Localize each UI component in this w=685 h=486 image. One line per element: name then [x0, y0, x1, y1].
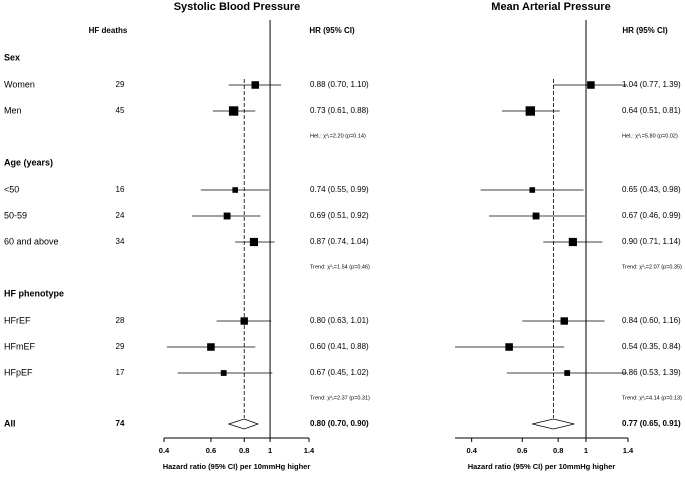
value-label: 0.69 (0.51, 0.92) — [310, 211, 369, 220]
deaths: 29 — [116, 80, 125, 89]
test-label: Het.: χ²₁=5.80 (p=0.02) — [622, 133, 678, 139]
test-label: Trend: χ²₁=2.37 (p=0.31) — [310, 395, 370, 401]
deaths: 16 — [116, 185, 125, 194]
value-label: 0.60 (0.41, 0.88) — [310, 342, 369, 351]
hr-marker — [529, 187, 536, 193]
hr-marker — [251, 81, 260, 89]
row-label: HFrEF — [4, 315, 31, 325]
value-label: 0.67 (0.45, 1.02) — [310, 368, 369, 377]
value-label: 0.80 (0.70, 0.90) — [310, 419, 369, 428]
ci-header: HR (95% CI) — [622, 26, 668, 35]
deaths: 24 — [116, 211, 125, 220]
hr-marker — [564, 370, 571, 376]
x-tick-label: 0.6 — [206, 446, 216, 455]
row-label: Women — [4, 79, 35, 89]
overall-diamond — [227, 418, 260, 430]
x-axis-label: Hazard ratio (95% CI) per 10mmHg higher — [163, 462, 311, 471]
hr-marker — [232, 187, 239, 193]
x-tick-label: 0.4 — [466, 446, 477, 455]
value-label: 0.77 (0.65, 0.91) — [622, 419, 681, 428]
test-label: Het.: χ²₁=2.20 (p=0.14) — [310, 133, 366, 139]
x-tick-label: 1.4 — [623, 446, 634, 455]
group-header: Age (years) — [4, 157, 53, 167]
value-label: 0.67 (0.46, 0.99) — [622, 211, 681, 220]
x-tick-label: 1 — [584, 446, 588, 455]
deaths: 74 — [116, 419, 125, 428]
value-label: 0.86 (0.53, 1.39) — [622, 368, 681, 377]
row-label: HFpEF — [4, 367, 33, 377]
deaths: 17 — [116, 368, 125, 377]
row-label: 50-59 — [4, 210, 27, 220]
row-label: <50 — [4, 184, 19, 194]
hr-marker — [587, 81, 595, 89]
test-label: Trend: χ²₁=1.54 (p=0.46) — [310, 264, 370, 270]
hr-marker — [532, 212, 540, 220]
deaths-header: HF deaths — [89, 26, 128, 35]
deaths: 45 — [116, 106, 125, 115]
deaths: 29 — [116, 342, 125, 351]
x-tick-label: 1.4 — [304, 446, 315, 455]
hr-marker — [240, 317, 248, 325]
value-label: 0.73 (0.61, 0.88) — [310, 106, 369, 115]
hr-marker — [505, 343, 513, 351]
row-label: 60 and above — [4, 236, 59, 246]
overall-diamond — [532, 418, 575, 430]
hr-marker — [560, 317, 568, 325]
group-header: Sex — [4, 52, 20, 62]
group-header: HF phenotype — [4, 288, 64, 298]
x-tick-label: 0.8 — [239, 446, 249, 455]
value-label: 0.88 (0.70, 1.10) — [310, 80, 369, 89]
value-label: 0.87 (0.74, 1.04) — [310, 237, 369, 246]
hr-marker — [568, 237, 577, 247]
ci-header: HR (95% CI) — [309, 26, 355, 35]
x-tick-label: 1 — [268, 446, 272, 455]
hr-marker — [220, 370, 227, 376]
x-tick-label: 0.4 — [159, 446, 170, 455]
value-label: 1.04 (0.77, 1.39) — [622, 80, 681, 89]
x-tick-label: 0.8 — [553, 446, 563, 455]
row-label: All — [4, 418, 16, 428]
panel-title: Systolic Blood Pressure — [174, 1, 301, 13]
panel-title: Mean Arterial Pressure — [491, 1, 610, 13]
value-label: 0.54 (0.35, 0.84) — [622, 342, 681, 351]
hr-marker — [249, 237, 259, 247]
hr-marker — [207, 343, 215, 351]
value-label: 0.64 (0.51, 0.81) — [622, 106, 681, 115]
hr-marker — [525, 106, 536, 116]
row-label: HFmEF — [4, 341, 35, 351]
hr-marker — [228, 106, 239, 116]
deaths: 28 — [116, 316, 125, 325]
deaths: 34 — [116, 237, 125, 246]
row-label: Men — [4, 105, 22, 115]
value-label: 0.80 (0.63, 1.01) — [310, 316, 369, 325]
hr-marker — [223, 212, 231, 220]
value-label: 0.84 (0.60, 1.16) — [622, 316, 681, 325]
value-label: 0.74 (0.55, 0.99) — [310, 185, 369, 194]
value-label: 0.90 (0.71, 1.14) — [622, 237, 681, 246]
x-tick-label: 0.6 — [517, 446, 527, 455]
test-label: Trend: χ²₁=4.14 (p=0.13) — [622, 395, 682, 401]
x-axis-label: Hazard ratio (95% CI) per 10mmHg higher — [468, 462, 616, 471]
value-label: 0.65 (0.43, 0.98) — [622, 185, 681, 194]
test-label: Trend: χ²₁=2.07 (p=0.35) — [622, 264, 682, 270]
